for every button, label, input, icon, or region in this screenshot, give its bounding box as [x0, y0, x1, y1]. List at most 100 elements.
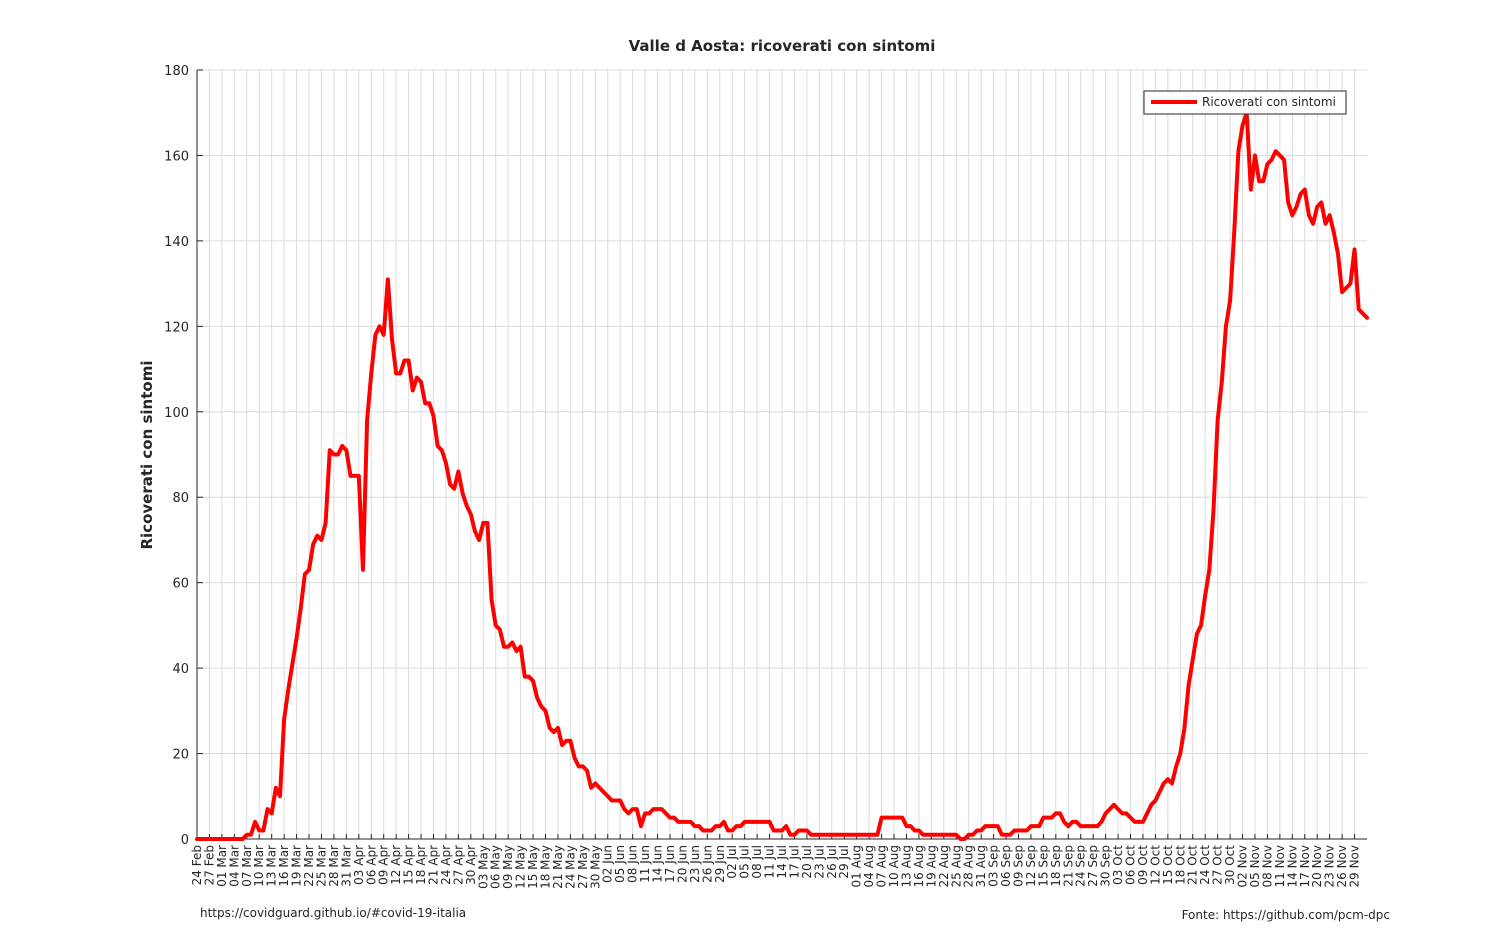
x-tick-label: 06 May — [489, 845, 503, 889]
x-tick-label: 31 Mar — [339, 845, 353, 887]
x-tick-label: 09 Sep — [1011, 845, 1025, 887]
x-tick-label: 27 Feb — [202, 845, 216, 885]
x-tick-label: 12 May — [514, 845, 528, 889]
x-tick-label: 06 Sep — [999, 845, 1013, 887]
x-tick-label: 21 May — [551, 845, 565, 889]
x-tick-label: 25 Aug — [949, 845, 963, 888]
x-tick-label: 11 Jul — [763, 845, 777, 879]
x-tick-label: 26 Jul — [825, 845, 839, 879]
x-tick-label: 18 May — [539, 845, 553, 889]
x-tick-label: 06 Apr — [364, 845, 378, 885]
x-tick-label: 09 Oct — [1136, 845, 1150, 885]
grid — [196, 69, 1367, 840]
x-tick-label: 03 Oct — [1111, 845, 1125, 885]
x-tick-label: 02 Jul — [725, 845, 739, 879]
x-tick-label: 27 May — [576, 845, 590, 889]
x-tick-label: 26 Jun — [700, 845, 714, 883]
x-tick-label: 29 Jul — [837, 845, 851, 879]
x-tick-label: 29 Jun — [713, 845, 727, 883]
x-tick-label: 30 Sep — [1099, 845, 1113, 887]
x-tick-label: 12 Oct — [1148, 845, 1162, 885]
x-tick-label: 20 Nov — [1310, 845, 1324, 888]
x-tick-label: 14 Jun — [651, 845, 665, 883]
x-tick-label: 18 Oct — [1173, 845, 1187, 885]
y-tick-label: 60 — [172, 577, 189, 592]
y-tick-label: 180 — [164, 64, 189, 79]
x-tick-label: 15 Apr — [402, 845, 416, 885]
x-tick-label: 13 Mar — [265, 845, 279, 887]
x-tick-label: 23 Jul — [812, 845, 826, 879]
x-tick-label: 23 Nov — [1323, 845, 1337, 888]
y-tick-label: 20 — [172, 748, 189, 763]
x-tick-label: 21 Sep — [1061, 845, 1075, 887]
legend: Ricoverati con sintomi — [1143, 90, 1347, 115]
x-tick-label: 18 Sep — [1049, 845, 1063, 887]
x-tick-label: 03 May — [476, 845, 490, 889]
footer-source-link[interactable]: https://covidguard.github.io/#covid-19-i… — [200, 906, 467, 920]
y-tick-label: 160 — [164, 149, 189, 164]
x-tick-label: 11 Jun — [638, 845, 652, 883]
x-tick-label: 24 Apr — [439, 845, 453, 885]
x-tick-label: 25 Mar — [314, 845, 328, 887]
x-tick-label: 03 Sep — [987, 845, 1001, 887]
x-tick-label: 24 Sep — [1074, 845, 1088, 887]
y-axis-label: Ricoverati con sintomi — [138, 361, 156, 550]
series-layer — [195, 110, 1369, 841]
x-tick-label: 12 Apr — [389, 845, 403, 885]
x-tick-label: 28 Mar — [327, 845, 341, 887]
x-tick-label: 17 Jun — [663, 845, 677, 883]
x-tick-label: 15 Sep — [1036, 845, 1050, 887]
x-tick-label: 21 Oct — [1186, 845, 1200, 885]
x-tick-label: 27 Apr — [451, 845, 465, 885]
series-line — [195, 110, 1369, 841]
x-tick-label: 15 Oct — [1161, 845, 1175, 885]
x-tick-label: 01 Mar — [215, 845, 229, 887]
x-tick-label: 28 Aug — [962, 845, 976, 888]
x-tick-label: 19 Mar — [290, 845, 304, 887]
x-tick-label: 26 Nov — [1335, 845, 1349, 888]
x-tick-label: 15 May — [526, 845, 540, 889]
x-tick-label: 10 Mar — [252, 845, 266, 887]
y-tick-label: 0 — [181, 833, 189, 848]
x-tick-label: 06 Oct — [1124, 845, 1138, 885]
y-tick-label: 40 — [172, 662, 189, 677]
x-tick-label: 27 Oct — [1211, 845, 1225, 885]
y-tick-label: 120 — [164, 320, 189, 335]
x-tick-label: 07 Aug — [875, 845, 889, 888]
x-tick-label: 02 Nov — [1236, 845, 1250, 888]
x-tick-label: 20 Jul — [800, 845, 814, 879]
x-tick-label: 11 Nov — [1273, 845, 1287, 888]
x-tick-label: 17 Nov — [1298, 845, 1312, 888]
x-tick-label: 19 Aug — [924, 845, 938, 888]
x-tick-label: 16 Mar — [277, 845, 291, 887]
chart-title: Valle d Aosta: ricoverati con sintomi — [629, 37, 936, 55]
x-tick-label: 05 Jul — [738, 845, 752, 879]
y-tick-label: 100 — [164, 406, 189, 421]
x-tick-label: 01 Aug — [850, 845, 864, 888]
x-tick-label: 12 Sep — [1024, 845, 1038, 887]
x-tick-label: 24 Feb — [190, 845, 204, 885]
y-tick-label: 80 — [172, 491, 189, 506]
x-tick-label: 18 Apr — [414, 845, 428, 885]
x-tick-label: 09 Apr — [377, 845, 391, 885]
x-tick-label: 23 Jun — [688, 845, 702, 883]
x-tick-label: 10 Aug — [887, 845, 901, 888]
axes — [196, 69, 1367, 840]
footer-data-source: Fonte: https://github.com/pcm-dpc — [1181, 908, 1390, 922]
y-tick-labels: 0 20 40 60 80 100 120 140 160 180 — [164, 64, 189, 848]
x-tick-label: 02 Jun — [601, 845, 615, 883]
legend-box — [1143, 90, 1347, 115]
x-tick-label: 21 Apr — [426, 845, 440, 885]
x-tick-label: 30 Apr — [464, 845, 478, 885]
x-tick-label: 29 Nov — [1348, 845, 1362, 888]
x-tick-label: 30 May — [588, 845, 602, 889]
x-tick-label: 04 Mar — [227, 845, 241, 887]
legend-label: Ricoverati con sintomi — [1202, 95, 1336, 109]
x-tick-label: 14 Nov — [1285, 845, 1299, 888]
x-tick-label: 22 Aug — [937, 845, 951, 888]
x-tick-label: 08 Jul — [750, 845, 764, 879]
x-tick-label: 14 Jul — [775, 845, 789, 879]
x-tick-label: 08 Jun — [626, 845, 640, 883]
